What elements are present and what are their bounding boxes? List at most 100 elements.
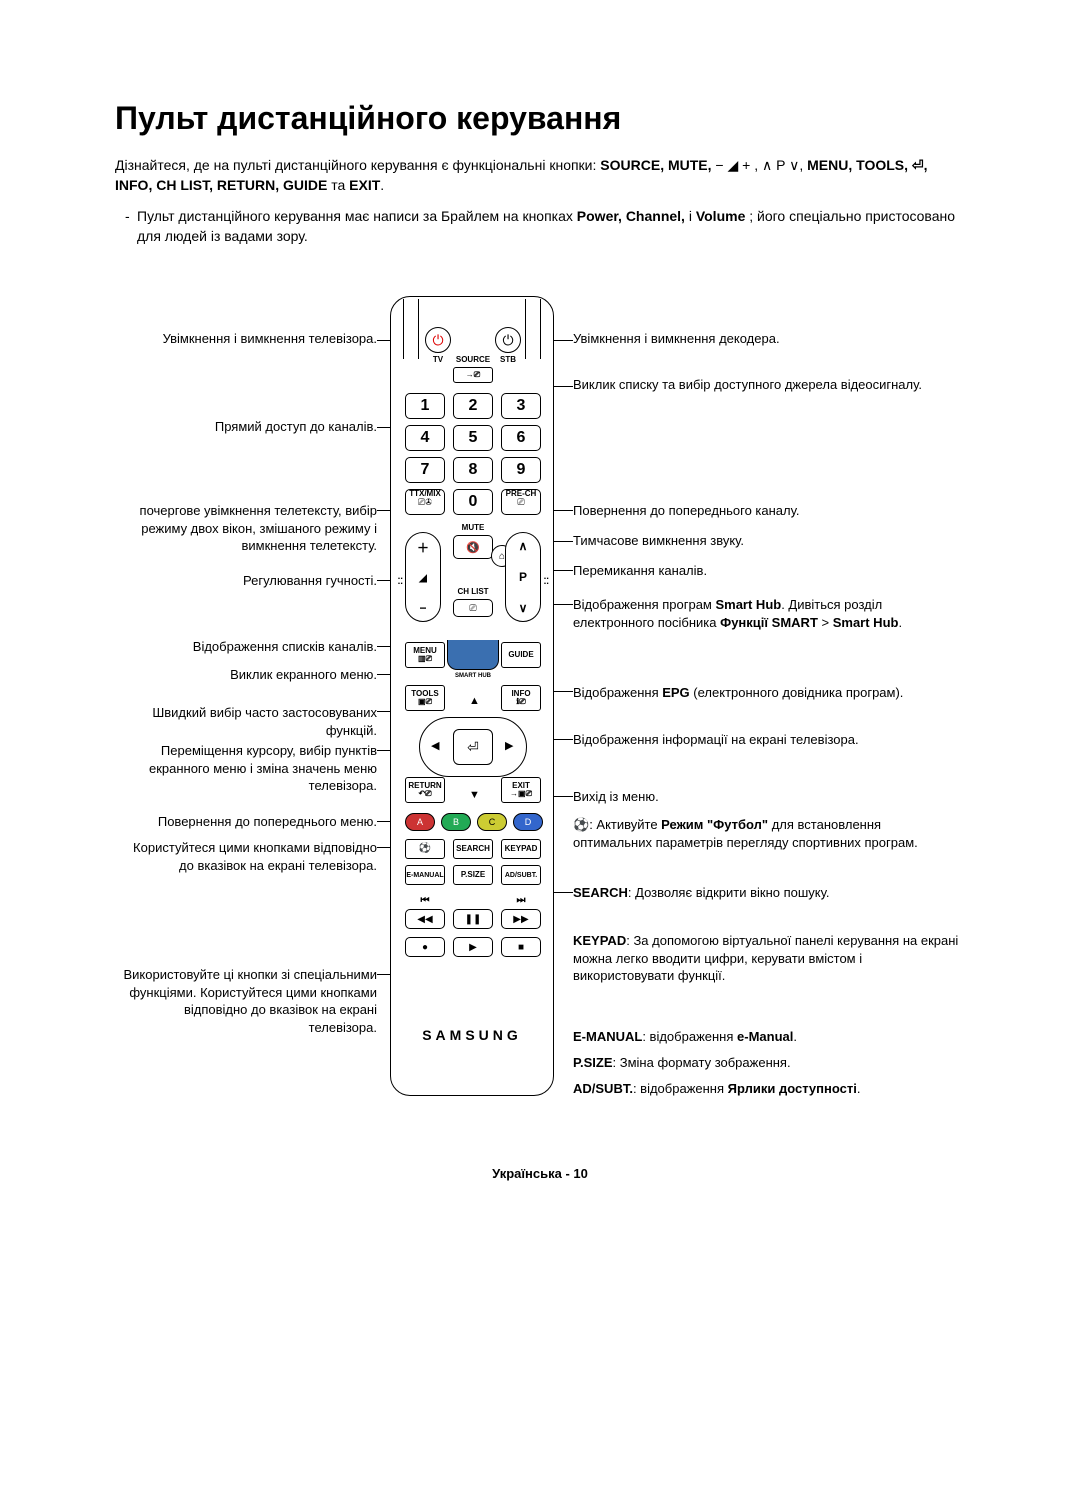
digit-6-button[interactable]: 6 [501, 425, 541, 451]
digit-2-button[interactable]: 2 [453, 393, 493, 419]
callout-mute: Тимчасове вимкнення звуку. [573, 532, 963, 550]
color-b-button[interactable]: B [441, 813, 471, 831]
psize-button[interactable]: P.SIZE [453, 865, 493, 885]
digit-1-button[interactable]: 1 [405, 393, 445, 419]
smarthub-f: Smart Hub [833, 615, 899, 630]
callout-search: SEARCH: Дозволяє відкрити вікно пошуку. [573, 884, 963, 902]
digit-3-button[interactable]: 3 [501, 393, 541, 419]
dpad-right-icon[interactable]: ▶ [505, 739, 513, 752]
braille-note: Пульт дистанційного керування має написи… [115, 206, 965, 247]
digit-7-button[interactable]: 7 [405, 457, 445, 483]
intro-vol: − ◢ + [715, 157, 750, 173]
digit-8-button[interactable]: 8 [453, 457, 493, 483]
callout-volume: Регулювання гучності. [115, 572, 377, 590]
callout-direct-access: Прямий доступ до каналів. [115, 418, 377, 436]
volume-rocker[interactable]: ＋ ◢ − [405, 532, 441, 622]
vol-plus-icon: ＋ [417, 539, 429, 556]
callout-psize: P.SIZE: Зміна формату зображення. [573, 1054, 963, 1072]
smarthub-g: . [898, 615, 902, 630]
play-button[interactable]: ▶ [453, 937, 493, 957]
color-d-button[interactable]: D [513, 813, 543, 831]
pause-button[interactable]: ❚❚ [453, 909, 493, 929]
callout-adsubt: AD/SUBT.: відображення Ярлики доступност… [573, 1080, 963, 1098]
return-button[interactable]: RETURN ↶⎚ [405, 777, 445, 803]
chlist-label: CH LIST [453, 587, 493, 596]
dpad-up-icon[interactable]: ▲ [469, 695, 480, 707]
smarthub-a: Відображення програм [573, 597, 715, 612]
note-bold-2: Volume [696, 208, 746, 224]
callout-smarthub: Відображення програм Smart Hub. Дивіться… [573, 596, 963, 631]
intro-bold-1: SOURCE, MUTE, [600, 157, 715, 173]
info-button[interactable]: INFO ℹ⎚ [501, 685, 541, 711]
vol-minus-icon: − [419, 601, 426, 615]
callout-tools: Швидкий вибір часто застосовуваних функц… [115, 704, 377, 739]
brand-label: SAMSUNG [391, 1027, 553, 1043]
callout-menu: Виклик екранного меню. [115, 666, 377, 684]
keypad-b: : За допомогою віртуальної панелі керува… [573, 933, 958, 983]
search-b: : Дозволяє відкрити вікно пошуку. [628, 885, 830, 900]
info-icons: ℹ⎚ [516, 698, 525, 706]
record-button[interactable]: ● [405, 937, 445, 957]
power-tv-button[interactable] [425, 327, 451, 353]
callout-prech: Повернення до попереднього каналу. [573, 502, 963, 520]
emanual-c: e-Manual [737, 1029, 793, 1044]
color-a-button[interactable]: A [405, 813, 435, 831]
smarthub-b: Smart Hub [715, 597, 781, 612]
emanual-a: E-MANUAL [573, 1029, 642, 1044]
menu-button[interactable]: MENU ▥⎚ [405, 642, 445, 668]
psize-a: P.SIZE [573, 1055, 613, 1070]
enter-button[interactable]: ⏎ [453, 729, 493, 765]
mute-button[interactable]: 🔇 [453, 535, 493, 559]
football-icon [419, 844, 431, 854]
digit-0: 0 [469, 493, 478, 511]
exit-button[interactable]: EXIT →▣⎚ [501, 777, 541, 803]
football-a: : Активуйте [589, 817, 661, 832]
power-stb-button[interactable] [495, 327, 521, 353]
callout-keypad: KEYPAD: За допомогою віртуальної панелі … [573, 932, 963, 985]
chlist-button[interactable]: ⎚ [453, 599, 493, 617]
source-button[interactable]: →⎚ [453, 367, 493, 383]
menu-icons: ▥⎚ [418, 655, 432, 663]
search-a: SEARCH [573, 885, 628, 900]
callout-football: ⚽: Активуйте Режим "Футбол" для встановл… [573, 816, 963, 851]
color-c-button[interactable]: C [477, 813, 507, 831]
epg-a: Відображення [573, 685, 662, 700]
adsubt-button[interactable]: AD/SUBT. [501, 865, 541, 885]
callout-epg: Відображення EPG (електронного довідника… [573, 684, 963, 702]
digit-3: 3 [517, 397, 526, 415]
epg-c: (електронного довідника програм). [690, 685, 904, 700]
exit-icons: →▣⎚ [510, 790, 532, 798]
dpad-left-icon[interactable]: ◀ [431, 739, 439, 752]
stop-button[interactable]: ■ [501, 937, 541, 957]
callout-channels: Перемикання каналів. [573, 562, 963, 580]
forward-button[interactable]: ▶▶ [501, 909, 541, 929]
smarthub-e: > [818, 615, 833, 630]
digit-4-button[interactable]: 4 [405, 425, 445, 451]
callout-teletext: почергове увімкнення телетексту, вибір р… [115, 502, 377, 555]
search-button[interactable]: SEARCH [453, 839, 493, 859]
digit-5-button[interactable]: 5 [453, 425, 493, 451]
digit-9-button[interactable]: 9 [501, 457, 541, 483]
keypad-button[interactable]: KEYPAD [501, 839, 541, 859]
speaker-grill-icon [525, 299, 541, 359]
braille-vol-icon: ⠒⠒ [397, 577, 404, 587]
dpad-down-icon[interactable]: ▼ [469, 789, 480, 801]
rewind-button[interactable]: ◀◀ [405, 909, 445, 929]
digit-0-button[interactable]: 0 [453, 489, 493, 515]
prech-label: PRE-CH [501, 489, 541, 498]
callout-power: Увімкнення і вимкнення телевізора. [115, 330, 377, 348]
guide-button[interactable]: GUIDE [501, 642, 541, 668]
smarthub-d: Функції SMART [720, 615, 818, 630]
emanual-button[interactable]: E-MANUAL [405, 865, 445, 885]
football-button[interactable] [405, 839, 445, 859]
smart-hub-dpad-up[interactable] [447, 640, 499, 670]
note-mid: і [689, 208, 696, 224]
callout-chlist: Відображення списків каналів. [115, 638, 377, 656]
channel-rocker[interactable]: ∧ P ∨ [505, 532, 541, 622]
football-b: Режим "Футбол" [661, 817, 768, 832]
remote-body: TV STB →⎚ SOURCE 1 2 3 4 5 6 7 8 9 ⎚✇ TT… [390, 296, 554, 1096]
callout-stb: Увімкнення і вимкнення декодера. [573, 330, 963, 348]
adsubt-c: Ярлики доступності [728, 1081, 857, 1096]
callout-abcd: Користуйтеся цими кнопками відповідно до… [115, 839, 377, 874]
tools-button[interactable]: TOOLS ▣⎚ [405, 685, 445, 711]
